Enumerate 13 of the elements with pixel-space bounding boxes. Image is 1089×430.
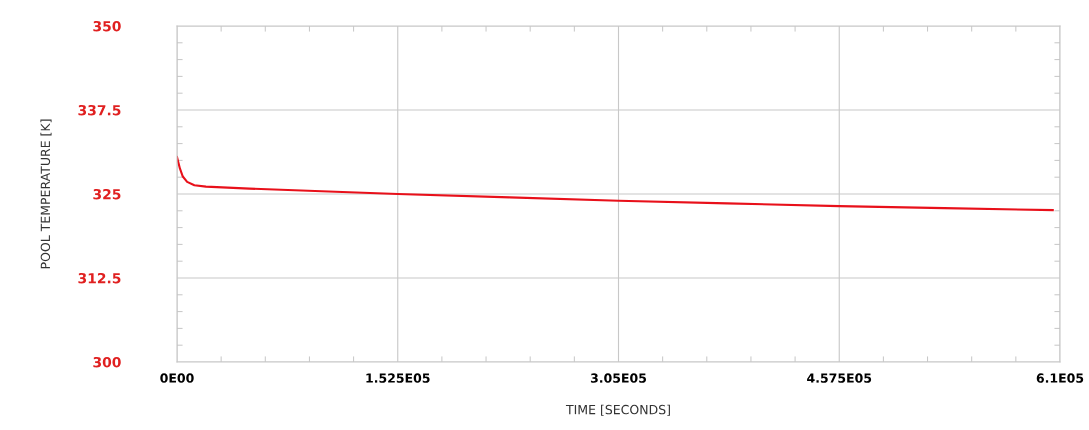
y-axis-title: POOL TEMPERATURE [K] — [40, 119, 52, 269]
y-tick-label: 300 — [93, 356, 121, 368]
y-tick-label: 350 — [93, 20, 121, 32]
x-tick-label: 1.525E05 — [366, 373, 430, 383]
y-tick-label: 312.5 — [78, 272, 121, 284]
x-axis-title: TIME [SECONDS] — [565, 404, 670, 416]
x-tick-label: 0E00 — [160, 373, 194, 383]
y-tick-label: 337.5 — [78, 104, 121, 116]
line-series — [177, 156, 1054, 212]
x-tick-label: 3.05E05 — [590, 373, 647, 383]
y-tick-label: 325 — [93, 188, 121, 200]
x-tick-label: 6.1E05 — [1036, 373, 1084, 383]
x-tick-label: 4.575E05 — [807, 373, 872, 383]
